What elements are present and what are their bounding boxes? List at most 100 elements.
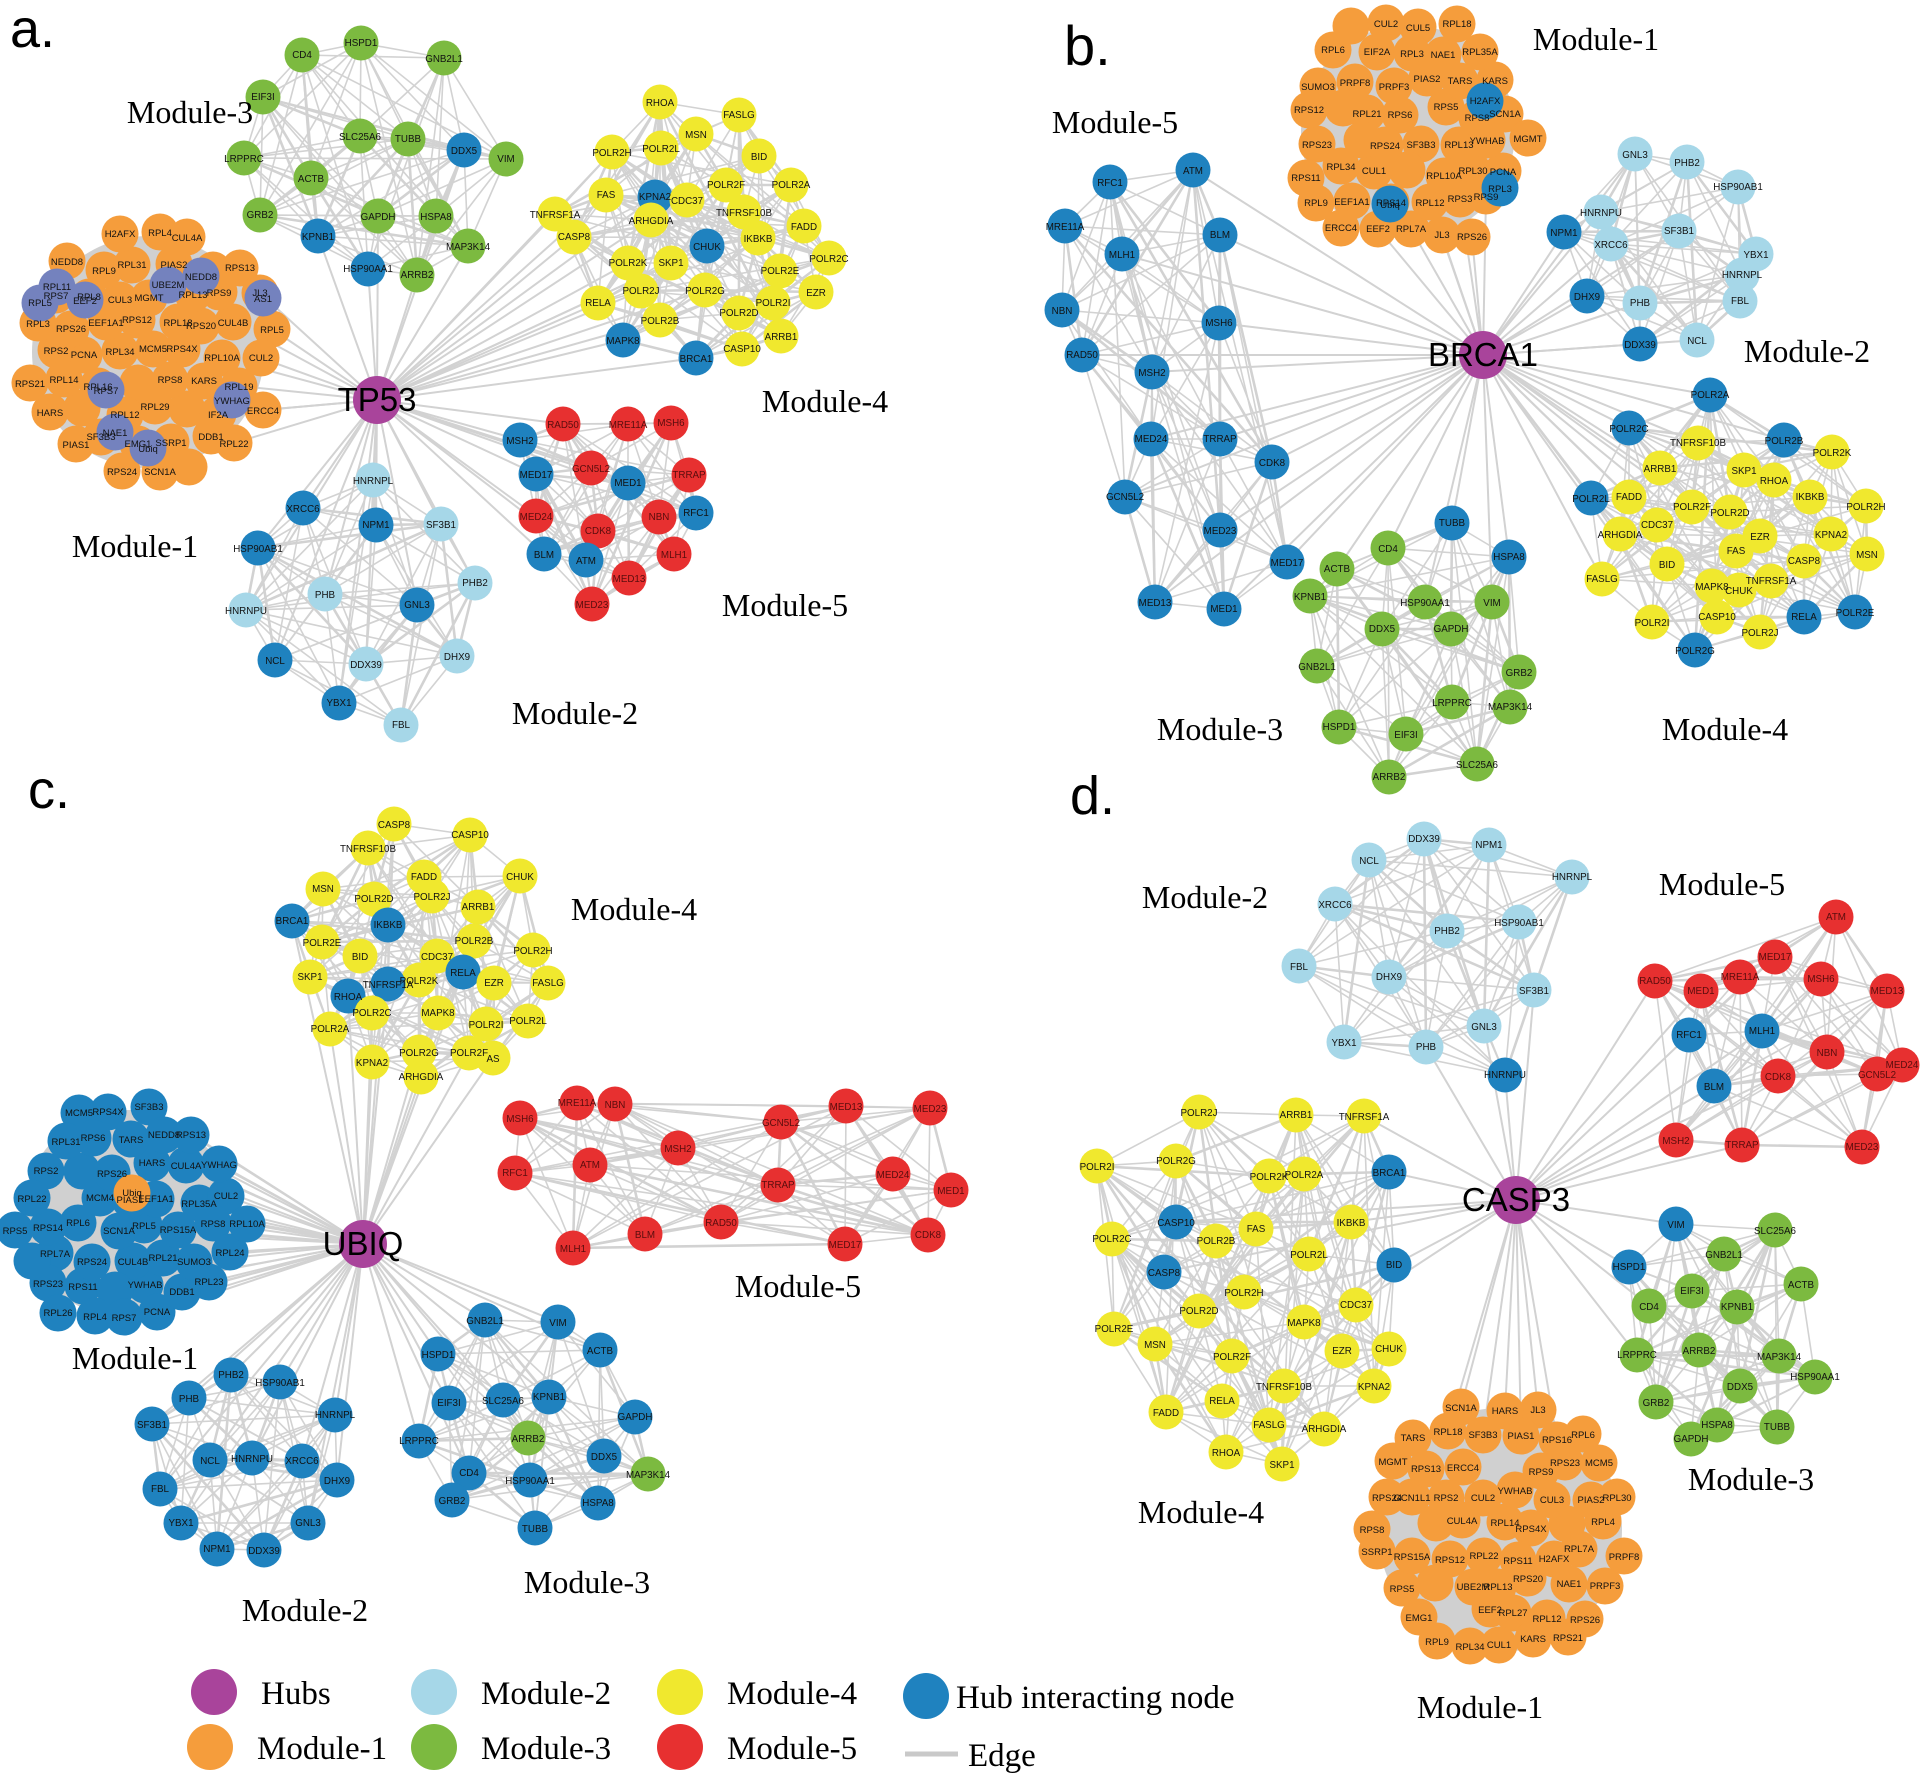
svg-text:Module-2: Module-2 bbox=[1142, 879, 1268, 915]
svg-text:POLR2E: POLR2E bbox=[761, 266, 800, 277]
svg-text:DDX5: DDX5 bbox=[1369, 624, 1396, 635]
svg-text:MED23: MED23 bbox=[1846, 1142, 1879, 1153]
svg-text:SCN1A: SCN1A bbox=[103, 1226, 135, 1237]
svg-text:GNL3: GNL3 bbox=[404, 600, 430, 611]
svg-text:YBX1: YBX1 bbox=[1743, 250, 1768, 261]
svg-text:MSN: MSN bbox=[1144, 1340, 1166, 1351]
svg-text:POLR2L: POLR2L bbox=[642, 144, 680, 155]
svg-text:ATM: ATM bbox=[576, 556, 596, 567]
svg-text:EIF3I: EIF3I bbox=[251, 92, 274, 103]
svg-text:RPS8: RPS8 bbox=[158, 375, 183, 386]
svg-text:PHB: PHB bbox=[1416, 1042, 1437, 1053]
svg-text:EEF2: EEF2 bbox=[73, 296, 97, 307]
svg-text:ERCC4: ERCC4 bbox=[1325, 223, 1357, 234]
svg-text:RPL3: RPL3 bbox=[26, 319, 50, 330]
svg-text:POLR2F: POLR2F bbox=[450, 1048, 488, 1059]
svg-text:MSN: MSN bbox=[312, 884, 334, 895]
svg-text:POLR2L: POLR2L bbox=[509, 1016, 547, 1027]
svg-text:HSPA8: HSPA8 bbox=[1493, 552, 1525, 563]
svg-text:RPL24: RPL24 bbox=[215, 1248, 244, 1259]
svg-text:GAPDH: GAPDH bbox=[1674, 1434, 1709, 1445]
svg-text:MED24: MED24 bbox=[520, 512, 553, 523]
svg-text:KARS: KARS bbox=[191, 376, 217, 387]
svg-text:SCN1A: SCN1A bbox=[1489, 109, 1521, 120]
svg-text:RPS26: RPS26 bbox=[97, 1169, 127, 1180]
svg-text:CHUK: CHUK bbox=[506, 872, 534, 883]
svg-text:RPL5: RPL5 bbox=[28, 298, 52, 309]
svg-text:RPS12: RPS12 bbox=[1294, 105, 1324, 116]
svg-text:ARRB1: ARRB1 bbox=[765, 332, 798, 343]
svg-text:PRPF3: PRPF3 bbox=[1590, 1581, 1621, 1592]
svg-text:CUL2: CUL2 bbox=[214, 1191, 238, 1202]
svg-text:GAPDH: GAPDH bbox=[361, 212, 396, 223]
svg-text:LRPPRC: LRPPRC bbox=[1432, 698, 1472, 709]
svg-text:CASP8: CASP8 bbox=[558, 232, 591, 243]
svg-text:NCL: NCL bbox=[265, 656, 285, 667]
svg-text:MAP3K14: MAP3K14 bbox=[1757, 1352, 1802, 1363]
svg-text:RPL22: RPL22 bbox=[219, 439, 248, 450]
svg-text:NCL: NCL bbox=[200, 1456, 220, 1467]
svg-text:MED1: MED1 bbox=[1210, 604, 1237, 615]
svg-text:Module-4: Module-4 bbox=[1662, 711, 1788, 747]
svg-text:EMG1: EMG1 bbox=[1406, 1613, 1433, 1624]
svg-text:Module-3: Module-3 bbox=[1688, 1461, 1814, 1497]
svg-text:CASP8: CASP8 bbox=[1148, 1268, 1181, 1279]
svg-text:FASLG: FASLG bbox=[1253, 1420, 1285, 1431]
svg-text:MAPK8: MAPK8 bbox=[1287, 1318, 1321, 1329]
svg-text:MAPK8: MAPK8 bbox=[606, 336, 640, 347]
svg-text:HSP90AB1: HSP90AB1 bbox=[255, 1378, 305, 1389]
svg-text:GCN5L2: GCN5L2 bbox=[1858, 1070, 1896, 1081]
svg-text:RPS23: RPS23 bbox=[1302, 140, 1332, 151]
svg-text:Module-3: Module-3 bbox=[481, 1731, 611, 1767]
svg-text:RPS3: RPS3 bbox=[1448, 194, 1473, 205]
svg-text:YWHAB: YWHAB bbox=[1498, 1486, 1533, 1497]
svg-text:GRB2: GRB2 bbox=[439, 1496, 466, 1507]
svg-text:Module-4: Module-4 bbox=[762, 383, 888, 419]
svg-text:POLR2A: POLR2A bbox=[1285, 1170, 1324, 1181]
svg-text:EEF2: EEF2 bbox=[1478, 1605, 1502, 1616]
svg-text:Ubiq: Ubiq bbox=[138, 444, 158, 455]
svg-text:CDK8: CDK8 bbox=[915, 1230, 942, 1241]
svg-text:PHB2: PHB2 bbox=[218, 1370, 244, 1381]
svg-text:LRPPRC: LRPPRC bbox=[224, 154, 264, 165]
svg-text:KARS: KARS bbox=[1482, 76, 1508, 87]
svg-text:RPL4: RPL4 bbox=[83, 1312, 107, 1323]
svg-text:Ubiq: Ubiq bbox=[1380, 200, 1400, 211]
svg-text:RPL13: RPL13 bbox=[178, 290, 207, 301]
svg-text:VIM: VIM bbox=[1667, 1220, 1684, 1231]
svg-text:XRCC6: XRCC6 bbox=[285, 1456, 319, 1467]
svg-text:EEF2: EEF2 bbox=[1366, 224, 1390, 235]
svg-text:IKBKB: IKBKB bbox=[744, 234, 773, 245]
svg-text:POLR2A: POLR2A bbox=[1691, 390, 1730, 401]
svg-text:BLM: BLM bbox=[1704, 1082, 1724, 1093]
svg-text:a.: a. bbox=[10, 0, 55, 59]
svg-text:HARS: HARS bbox=[37, 408, 63, 419]
svg-text:CUL4B: CUL4B bbox=[118, 1257, 149, 1268]
svg-text:MSH2: MSH2 bbox=[506, 436, 533, 447]
svg-text:RPS12: RPS12 bbox=[122, 315, 152, 326]
svg-text:NCL: NCL bbox=[1359, 856, 1379, 867]
svg-text:FAS: FAS bbox=[1247, 1224, 1266, 1235]
svg-text:CD4: CD4 bbox=[292, 50, 312, 61]
svg-text:CASP10: CASP10 bbox=[451, 830, 489, 841]
svg-text:RPS15A: RPS15A bbox=[1394, 1552, 1431, 1563]
svg-text:VIM: VIM bbox=[549, 1318, 566, 1329]
svg-text:Edge: Edge bbox=[968, 1738, 1036, 1774]
svg-text:MED1: MED1 bbox=[614, 478, 641, 489]
svg-text:CD4: CD4 bbox=[1378, 544, 1398, 555]
svg-text:POLR2K: POLR2K bbox=[400, 976, 439, 987]
svg-text:CUL4A: CUL4A bbox=[172, 233, 203, 244]
svg-text:IKBKB: IKBKB bbox=[1796, 492, 1825, 503]
svg-text:MSH2: MSH2 bbox=[664, 1144, 691, 1155]
svg-text:GNL3: GNL3 bbox=[1471, 1022, 1497, 1033]
svg-text:RPL35A: RPL35A bbox=[1462, 47, 1498, 58]
svg-text:ARRB1: ARRB1 bbox=[462, 902, 495, 913]
svg-text:RPL14: RPL14 bbox=[49, 375, 78, 386]
svg-text:CUL4A: CUL4A bbox=[1447, 1516, 1478, 1527]
svg-text:RAD50: RAD50 bbox=[705, 1218, 737, 1229]
svg-text:RPL26: RPL26 bbox=[43, 1308, 72, 1319]
svg-text:TUBB: TUBB bbox=[1439, 518, 1466, 529]
svg-text:RPS16: RPS16 bbox=[1542, 1435, 1572, 1446]
svg-text:MLH1: MLH1 bbox=[560, 1244, 586, 1255]
svg-text:RPL21: RPL21 bbox=[148, 1253, 177, 1264]
